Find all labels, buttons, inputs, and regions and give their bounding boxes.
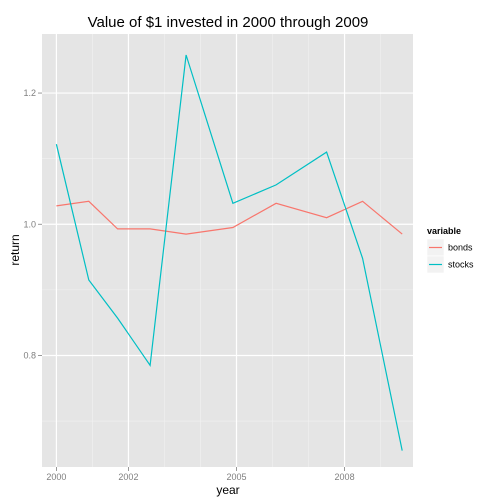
series-line-stocks <box>55 54 403 451</box>
series-lines <box>55 54 403 451</box>
plot-panel <box>42 34 413 467</box>
y-axis-title: return <box>8 234 22 265</box>
legend-label: stocks <box>448 260 474 270</box>
y-axis-ticks: 0.8 1.0 1.2 <box>23 88 42 360</box>
x-tick-label: 2000 <box>46 472 66 482</box>
legend-label: bonds <box>448 243 473 253</box>
legend-item-stocks: stocks <box>426 255 474 274</box>
series-line-bonds <box>56 200 403 235</box>
legend: variable bonds stocks <box>426 226 474 274</box>
y-tick-label: 1.0 <box>23 219 36 229</box>
x-tick-label: 2008 <box>335 472 355 482</box>
chart-title: Value of $1 invested in 2000 through 200… <box>88 14 369 31</box>
x-axis-ticks: 2000 2002 2005 2008 <box>46 467 355 482</box>
x-tick-label: 2005 <box>226 472 246 482</box>
x-axis-title: year <box>216 483 239 497</box>
x-tick-label: 2002 <box>118 472 138 482</box>
y-tick-label: 1.2 <box>23 88 36 98</box>
legend-title: variable <box>427 226 461 236</box>
y-tick-label: 0.8 <box>23 350 36 360</box>
